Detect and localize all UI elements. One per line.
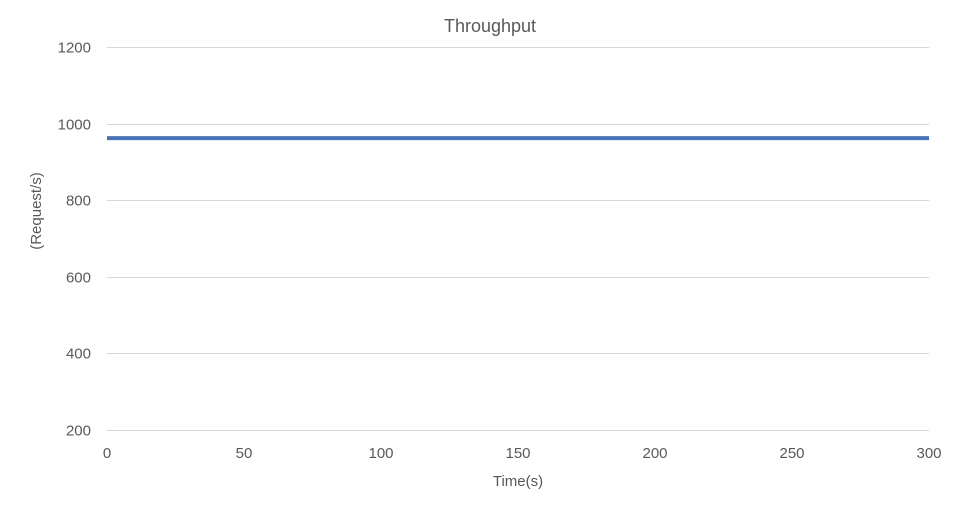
y-tick-label: 800 bbox=[66, 193, 91, 210]
y-axis-ticks: 200 400 600 800 1000 1200 bbox=[58, 40, 91, 440]
x-tick-label: 300 bbox=[916, 445, 941, 462]
x-tick-label: 0 bbox=[103, 445, 111, 462]
x-axis-ticks: 0 50 100 150 200 250 300 bbox=[103, 445, 942, 462]
x-tick-label: 250 bbox=[779, 445, 804, 462]
chart-title: Throughput bbox=[444, 16, 536, 36]
x-tick-label: 100 bbox=[368, 445, 393, 462]
x-tick-label: 50 bbox=[236, 445, 253, 462]
x-tick-label: 150 bbox=[505, 445, 530, 462]
y-axis-title: (Request/s) bbox=[28, 172, 45, 250]
y-tick-label: 400 bbox=[66, 346, 91, 363]
y-tick-label: 1000 bbox=[58, 117, 91, 134]
y-tick-label: 1200 bbox=[58, 40, 91, 57]
gridlines bbox=[107, 47, 929, 431]
x-axis-title: Time(s) bbox=[493, 473, 543, 490]
y-tick-label: 200 bbox=[66, 423, 91, 440]
y-tick-label: 600 bbox=[66, 270, 91, 287]
x-tick-label: 200 bbox=[642, 445, 667, 462]
